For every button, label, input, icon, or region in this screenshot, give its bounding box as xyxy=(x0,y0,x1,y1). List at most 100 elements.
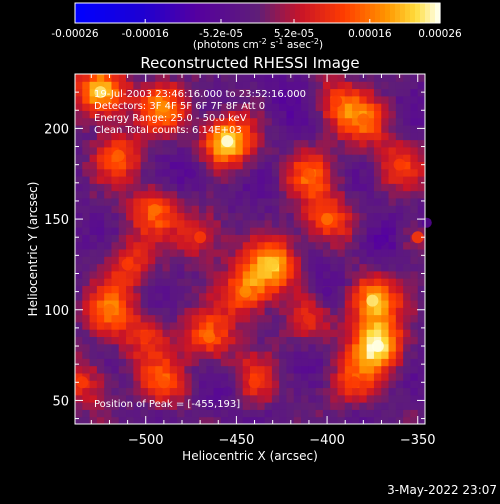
heatmap-cell xyxy=(373,409,382,418)
heatmap-cell xyxy=(184,176,193,184)
heatmap-cell xyxy=(198,336,207,345)
heatmap-cell xyxy=(366,161,375,170)
heatmap-cell xyxy=(206,227,215,235)
heatmap-cell xyxy=(191,176,200,184)
heatmap-cell xyxy=(315,394,324,403)
heatmap-cell xyxy=(293,380,302,389)
heatmap-cell xyxy=(177,103,185,111)
heatmap-cell xyxy=(250,190,258,199)
heatmap-cell xyxy=(417,197,426,206)
heatmap-cell xyxy=(198,292,207,301)
heatmap-cell xyxy=(293,74,302,82)
heatmap-cell xyxy=(133,249,142,257)
heatmap-cell xyxy=(279,329,287,337)
heatmap-cell xyxy=(257,234,266,243)
heatmap-cell xyxy=(322,197,331,206)
heatmap-cell xyxy=(395,139,404,148)
heatmap-cell xyxy=(359,146,368,155)
colorbar-frame xyxy=(74,2,441,24)
heatmap-cell xyxy=(381,168,390,177)
colorbar-swatch xyxy=(360,3,366,23)
heatmap-cell xyxy=(169,95,178,104)
heatmap-cell xyxy=(228,117,236,126)
heatmap-cell xyxy=(395,300,404,308)
heatmap-cell xyxy=(388,197,397,206)
heatmap-cell xyxy=(220,358,229,367)
heatmap-cell xyxy=(177,380,185,389)
heatmap-cell xyxy=(286,343,295,352)
heatmap-cell xyxy=(147,139,156,148)
heatmap-cell xyxy=(155,139,163,148)
heatmap-cell xyxy=(235,387,244,396)
heatmap-cell xyxy=(366,387,375,396)
heatmap-cell xyxy=(206,387,215,396)
heatmap-cell xyxy=(330,125,338,133)
heatmap-cell xyxy=(322,278,331,286)
heatmap-cell xyxy=(271,270,280,279)
heatmap-cell xyxy=(410,263,419,272)
heatmap-cell xyxy=(242,183,251,192)
heatmap-cell xyxy=(206,146,215,155)
heatmap-cell xyxy=(169,154,178,162)
heatmap-cell xyxy=(352,219,360,228)
heatmap-cell xyxy=(403,110,411,119)
heatmap-cell xyxy=(75,219,83,228)
timestamp: 3-May-2022 23:07 xyxy=(387,483,497,497)
heatmap-cell xyxy=(417,95,426,104)
heatmap-cell xyxy=(96,234,105,243)
heatmap-cell xyxy=(235,402,244,410)
heatmap-cell xyxy=(133,219,142,228)
x-tick-label: −400 xyxy=(309,433,345,448)
heatmap-cell xyxy=(257,74,266,82)
heatmap-cell xyxy=(315,132,324,141)
heatmap-cell xyxy=(213,263,222,272)
heatmap-cell xyxy=(118,409,127,418)
heatmap-cell xyxy=(140,81,149,90)
heatmap-cell xyxy=(228,336,236,345)
heatmap-cell xyxy=(82,358,91,367)
heatmap-cell xyxy=(250,74,258,82)
heatmap-cell xyxy=(198,190,207,199)
heatmap-cell xyxy=(155,161,163,170)
heatmap-cell xyxy=(184,95,193,104)
heatmap-cell xyxy=(352,351,360,359)
heatmap-cell xyxy=(96,256,105,265)
heatmap-cell xyxy=(410,183,419,192)
heatmap-cell xyxy=(352,154,360,162)
heatmap-cell xyxy=(301,205,309,214)
heatmap-cell xyxy=(140,110,149,119)
heatmap-cell xyxy=(381,110,390,119)
coldspot-markers xyxy=(186,96,432,397)
heatmap-cell xyxy=(417,394,426,403)
heatmap-cell xyxy=(410,394,419,403)
heatmap-cell xyxy=(264,117,273,126)
heatmap-cell xyxy=(308,270,317,279)
hotspot xyxy=(393,158,406,171)
heatmap-cell xyxy=(373,394,382,403)
heatmap-cell xyxy=(366,110,375,119)
heatmap-cell xyxy=(366,380,375,389)
heatmap-cell xyxy=(301,416,309,425)
heatmap-cell xyxy=(206,314,215,323)
heatmap-cell xyxy=(177,285,185,294)
heatmap-cell xyxy=(395,234,404,243)
heatmap-cell xyxy=(359,387,368,396)
heatmap-cell xyxy=(279,343,287,352)
heatmap-cell xyxy=(410,358,419,367)
heatmap-cell xyxy=(250,176,258,184)
heatmap-cell xyxy=(286,161,295,170)
heatmap-cell xyxy=(322,183,331,192)
heatmap-cell xyxy=(191,380,200,389)
heatmap-cell xyxy=(359,263,368,272)
heatmap-cell xyxy=(322,307,331,316)
heatmap-cell xyxy=(308,125,317,133)
heatmap-cell xyxy=(111,394,120,403)
heatmap-cell xyxy=(162,256,171,265)
heatmap-cell xyxy=(235,292,244,301)
heatmap-cell xyxy=(133,402,142,410)
heatmap-cell xyxy=(118,416,127,425)
heatmap-cell xyxy=(96,227,105,235)
heatmap-cell xyxy=(96,168,105,177)
colorbar-swatch xyxy=(115,3,121,23)
heatmap-cell xyxy=(308,88,317,97)
